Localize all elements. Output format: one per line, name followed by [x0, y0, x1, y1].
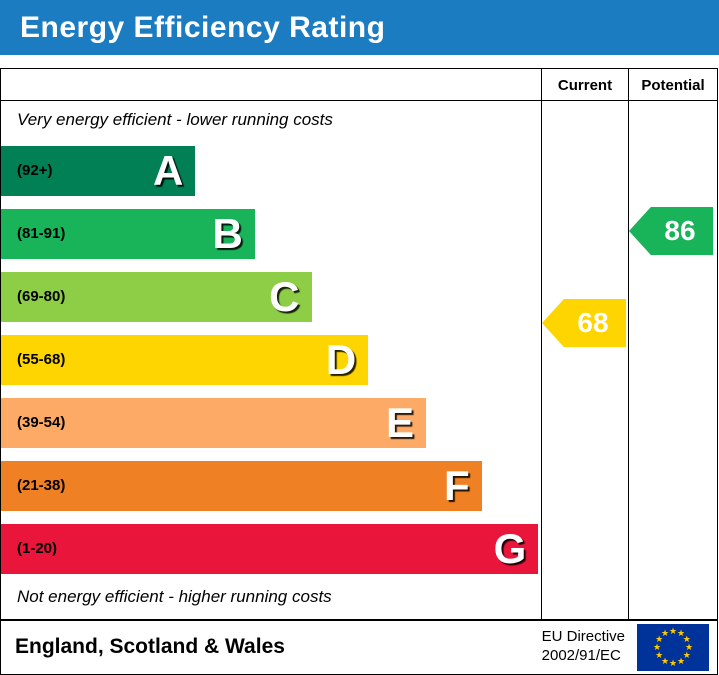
band-bar-f: (21-38) F	[1, 460, 482, 511]
band-letter-g: G	[493, 524, 527, 572]
band-bar-b: (81-91) B	[1, 208, 255, 259]
table-header-row: Current Potential	[1, 69, 717, 101]
potential-rating-pointer: 86	[629, 207, 713, 255]
eu-directive-label: EU Directive 2002/91/EC	[542, 628, 625, 666]
band-bar-d: (55-68) D	[1, 334, 369, 385]
region-label: England, Scotland & Wales	[15, 635, 285, 658]
column-divider-potential	[628, 69, 629, 619]
band-range-c: (69-80)	[17, 288, 66, 305]
footer-bar: England, Scotland & Wales EU Directive 2…	[0, 620, 718, 675]
eu-star-icon	[659, 627, 671, 639]
current-rating-pointer: 68	[542, 299, 626, 347]
band-row-e: (39-54) E	[1, 391, 541, 454]
band-letter-c: C	[269, 272, 300, 320]
eu-flag-icon	[637, 623, 709, 671]
potential-rating-value: 86	[664, 215, 696, 246]
current-rating-value: 68	[577, 307, 609, 338]
eu-directive-line1: EU Directive	[541, 628, 625, 646]
bottom-note: Not energy efficient - higher running co…	[17, 587, 332, 606]
band-range-g: (1-20)	[17, 540, 58, 557]
band-letter-e: E	[385, 398, 414, 446]
band-row-d: (55-68) D	[1, 328, 541, 391]
column-divider-current	[541, 69, 542, 619]
band-row-a: (92+) A	[1, 139, 541, 202]
band-letter-f: F	[443, 461, 470, 509]
current-column-header: Current	[557, 76, 613, 94]
page-title: Energy Efficiency Rating	[20, 10, 386, 44]
band-row-f: (21-38) F	[1, 454, 541, 517]
band-row-c: (69-80) C	[1, 265, 541, 328]
title-banner: Energy Efficiency Rating	[0, 0, 719, 55]
band-bar-e: (39-54) E	[1, 397, 426, 448]
eu-directive-line2: 2002/91/EC	[541, 647, 621, 664]
band-bar-c: (69-80) C	[1, 271, 312, 322]
band-range-a: (92+)	[17, 162, 53, 179]
top-note: Very energy efficient - lower running co…	[17, 110, 333, 129]
potential-column-header: Potential	[641, 76, 705, 94]
band-bar-g: (1-20) G	[1, 523, 539, 574]
band-letter-a: A	[153, 146, 184, 194]
band-row-b: (81-91) B	[1, 202, 541, 265]
band-range-d: (55-68)	[17, 351, 66, 368]
band-letter-b: B	[212, 209, 243, 257]
band-range-f: (21-38)	[17, 477, 66, 494]
band-letter-d: D	[325, 335, 357, 383]
band-bar-a: (92+) A	[1, 145, 196, 196]
band-row-g: (1-20) G	[1, 517, 541, 580]
band-range-b: (81-91)	[17, 225, 66, 242]
footer-top-border	[1, 620, 717, 621]
rating-table: Current Potential Very energy efficient …	[0, 68, 718, 620]
band-range-e: (39-54)	[17, 414, 66, 431]
bands-column: Very energy efficient - lower running co…	[1, 101, 541, 614]
